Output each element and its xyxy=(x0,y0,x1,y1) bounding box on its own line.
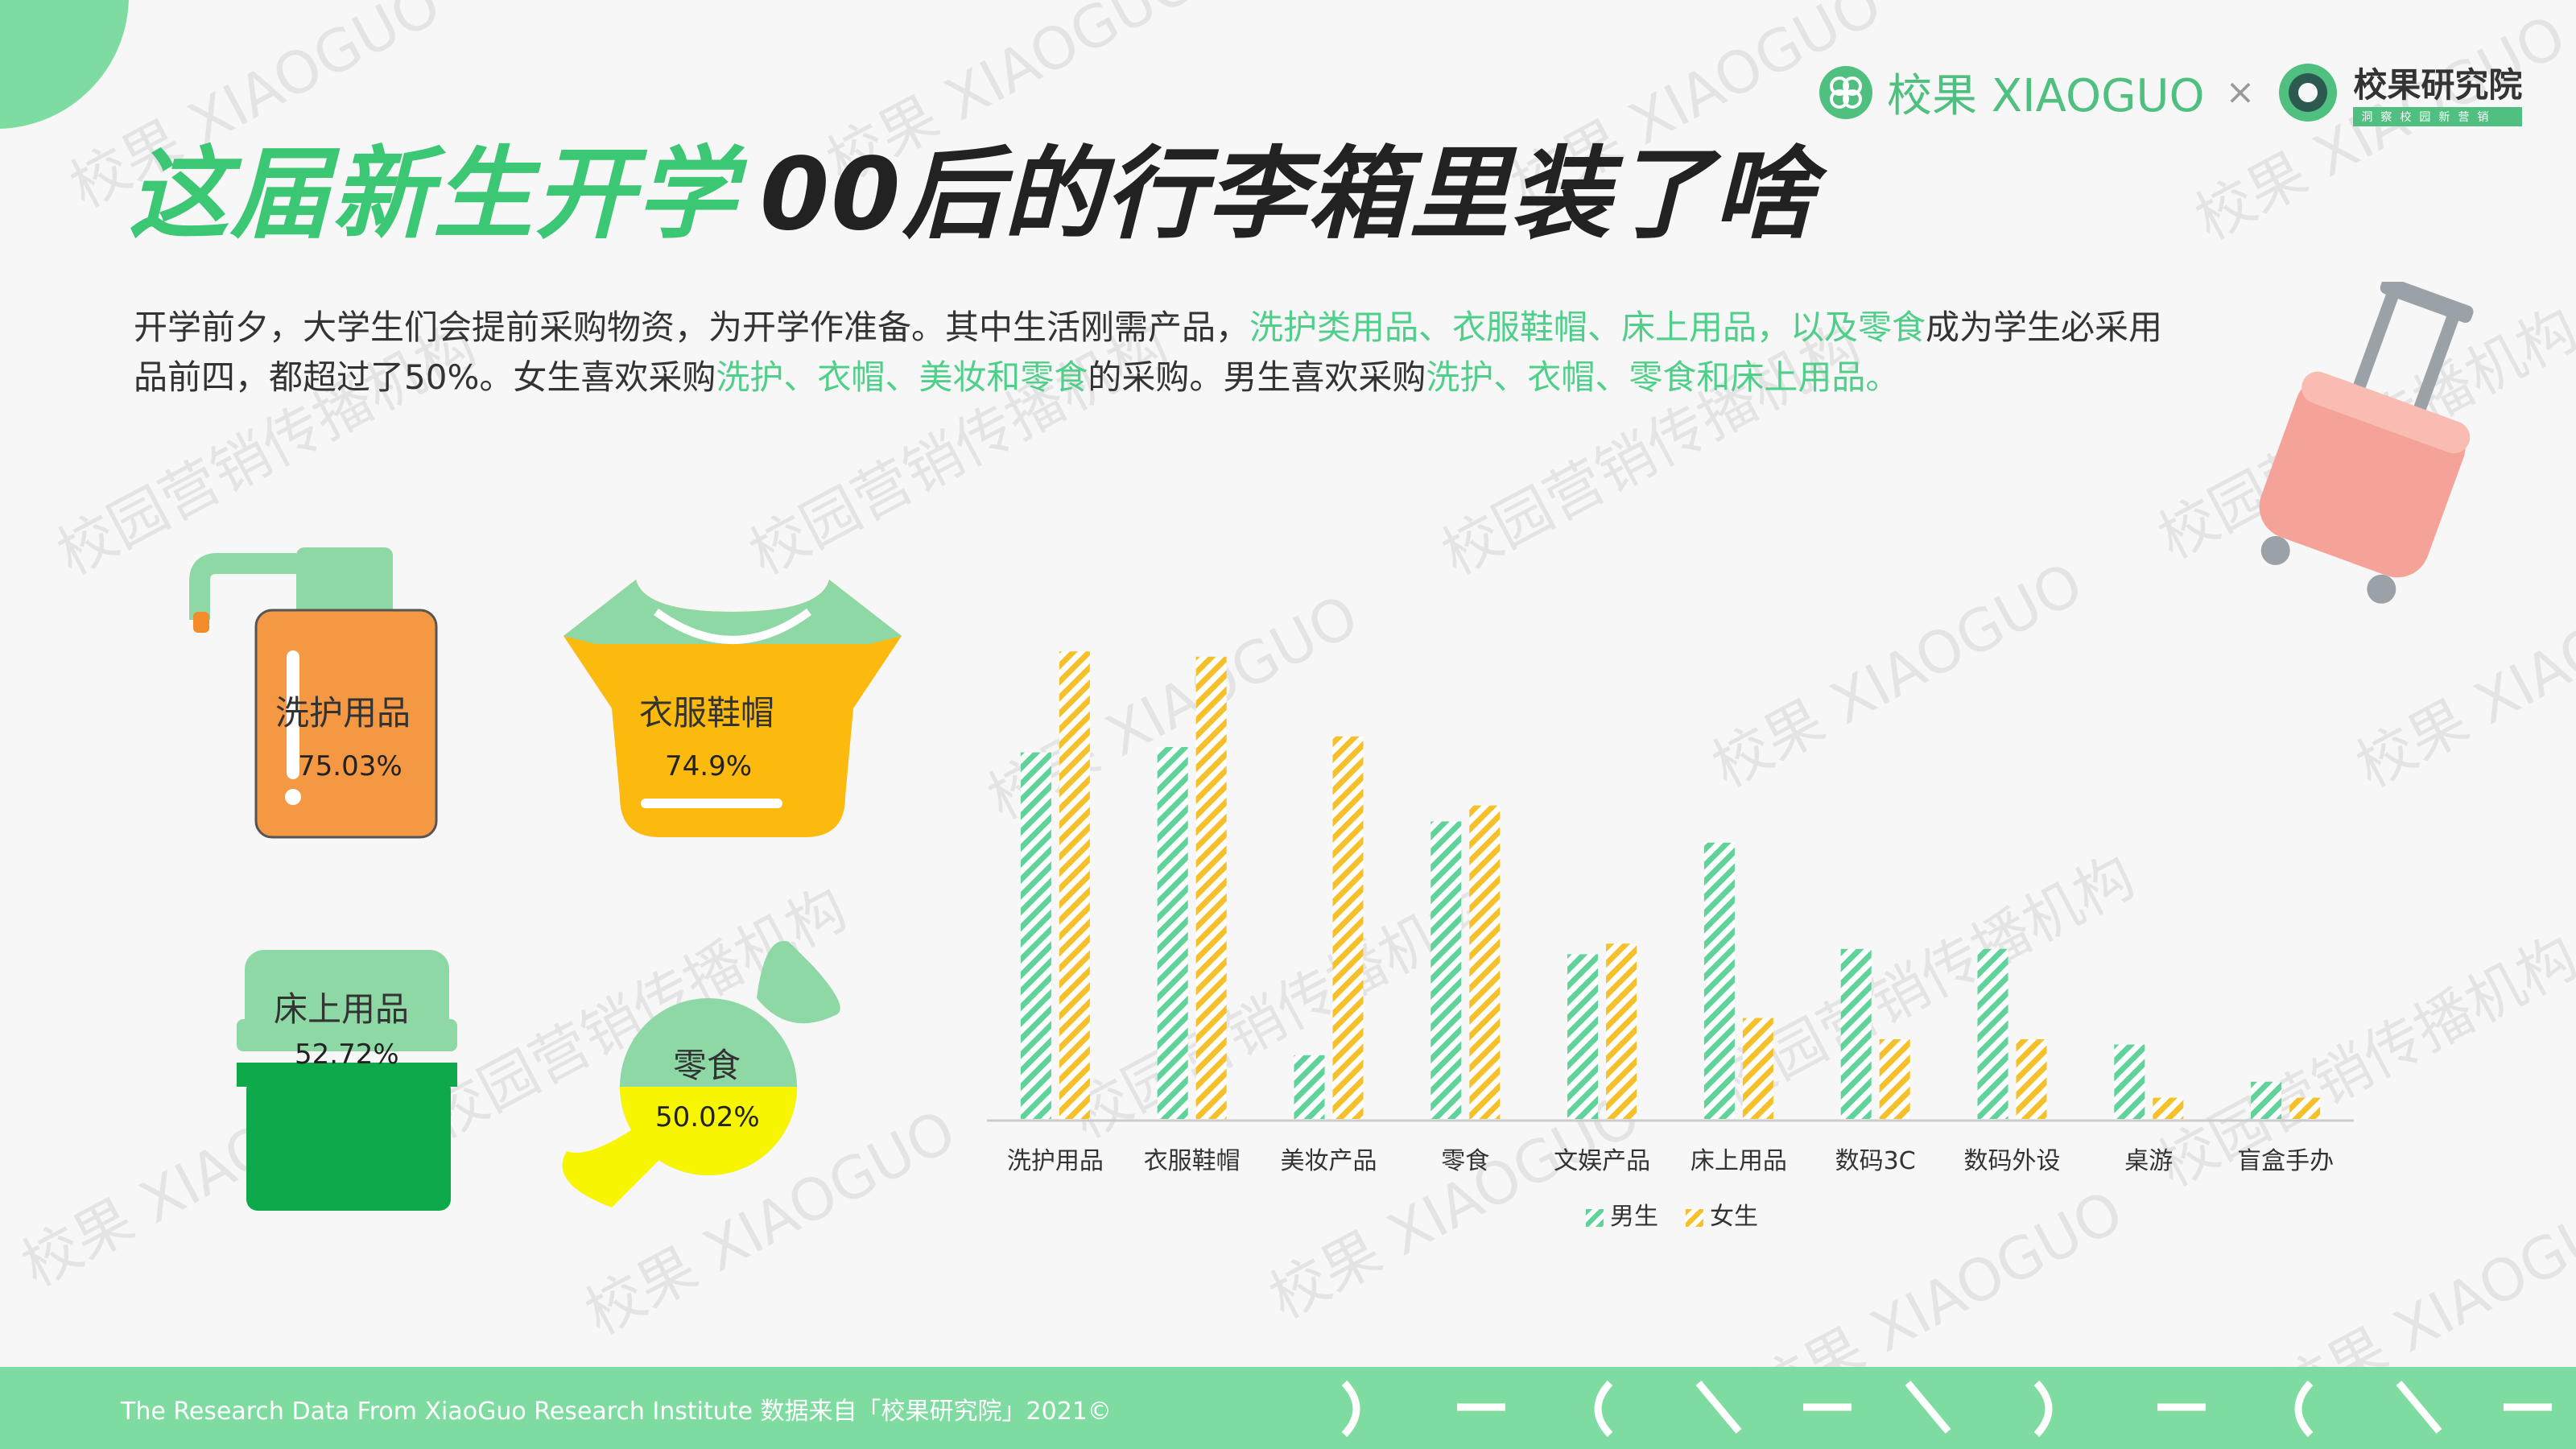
bar-male-9 xyxy=(2251,1081,2282,1119)
x-tick-label: 盲盒手办 xyxy=(2237,1147,2334,1175)
x-tick-label: 数码外设 xyxy=(1964,1147,2061,1175)
x-axis-labels: 洗护用品 衣服鞋帽 美妆产品 零食 文娱产品 床上用品 数码3C 数码外设 桌游 盲盒手办 xyxy=(1007,1147,2334,1175)
bar-male-2 xyxy=(1294,1055,1325,1119)
bar-female-7 xyxy=(2016,1039,2047,1119)
chart-legend: 男生 女生 xyxy=(1586,1196,1758,1232)
bar-male-0 xyxy=(1020,752,1051,1119)
deco-slash xyxy=(1695,1381,1742,1434)
x-tick-label: 数码3C xyxy=(1835,1147,1916,1175)
stat-label: 床上用品 xyxy=(274,989,410,1029)
footer-text: The Research Data From XiaoGuo Research … xyxy=(121,1397,1112,1426)
bar-female-6 xyxy=(1879,1039,1910,1119)
pump-bottle-icon xyxy=(189,547,438,839)
x-tick-label: 洗护用品 xyxy=(1007,1147,1104,1175)
footer-bar: The Research Data From XiaoGuo Research … xyxy=(0,1367,2576,1449)
x-tick-label: 床上用品 xyxy=(1690,1147,1787,1175)
stat-value: 52.72% xyxy=(295,1038,399,1071)
legend-swatch xyxy=(1586,1208,1604,1227)
stat-value: 74.9% xyxy=(665,750,753,782)
bar-male-8 xyxy=(2114,1044,2145,1119)
intro-text: 成为学生必采用品前四，都超过了50%。女生喜欢采购 xyxy=(134,308,2163,397)
intro-text: 开学前夕，大学生们会提前采购物资，为开学作准备。其中生活刚需产品， xyxy=(134,308,1250,347)
bar-female-3 xyxy=(1469,805,1501,1119)
brand-institute-name: 校果研究院 xyxy=(2353,65,2523,105)
x-tick-label: 桌游 xyxy=(2124,1147,2173,1175)
bar-female-5 xyxy=(1742,1018,1773,1119)
bar-male-4 xyxy=(1567,954,1599,1119)
stat-label: 洗护用品 xyxy=(275,693,411,733)
candy-icon xyxy=(562,940,840,1208)
brand-xiaoguo: 校果 XIAOGUO xyxy=(1887,70,2205,122)
x-tick-label: 衣服鞋帽 xyxy=(1144,1147,1241,1175)
intro-highlight: 洗护、衣帽、零食和床上用品。 xyxy=(1426,357,1900,397)
x-tick-label: 零食 xyxy=(1441,1147,1489,1175)
stat-value: 50.02% xyxy=(655,1101,760,1133)
x-tick-label: 美妆产品 xyxy=(1281,1147,1377,1175)
intro-paragraph: 开学前夕，大学生们会提前采购物资，为开学作准备。其中生活刚需产品，洗护类用品、衣… xyxy=(134,303,2194,402)
deco-arc xyxy=(2294,1380,2314,1438)
intro-highlight: 洗护、衣帽、美妆和零食 xyxy=(716,357,1088,397)
deco-slash xyxy=(2396,1381,2442,1434)
suitcase-icon xyxy=(2259,282,2474,604)
bar-female-9 xyxy=(2289,1097,2321,1119)
xiaoguo-logo-icon xyxy=(1819,65,1872,119)
bar-male-3 xyxy=(1430,821,1462,1119)
stat-value: 75.03% xyxy=(298,750,402,782)
bar-female-1 xyxy=(1195,656,1227,1119)
bar-male-1 xyxy=(1157,747,1188,1119)
bar-group xyxy=(1020,651,2321,1119)
legend-item-male: 男生 xyxy=(1586,1196,1658,1232)
bar-female-2 xyxy=(1332,736,1364,1119)
brand-institute-sub: 洞察校园新营销 xyxy=(2353,107,2523,126)
legend-label: 女生 xyxy=(1710,1203,1758,1231)
brand-bar: 校果 XIAOGUO × 校果研究院 洞察校园新营销 xyxy=(1818,58,2523,126)
stat-label: 衣服鞋帽 xyxy=(639,693,775,733)
legend-swatch xyxy=(1686,1208,1703,1227)
legend-label: 男生 xyxy=(1610,1203,1658,1231)
brand-institute: 校果研究院 洞察校园新营销 xyxy=(2353,58,2523,126)
page-title: 这届新生开学 00后的行李箱里装了啥 xyxy=(129,113,1815,258)
stat-label: 零食 xyxy=(673,1046,741,1085)
deco-arc xyxy=(1594,1380,1613,1438)
intro-text: 的采购。男生喜欢采购 xyxy=(1088,357,1426,397)
title-highlight: 这届新生开学 xyxy=(129,137,738,253)
institute-logo-icon xyxy=(2279,63,2338,122)
bar-female-4 xyxy=(1606,943,1637,1119)
legend-item-female: 女生 xyxy=(1686,1196,1758,1232)
tshirt-icon xyxy=(564,580,902,837)
deco-arc xyxy=(1341,1380,1360,1438)
bedding-icon xyxy=(237,950,457,1211)
bar-female-0 xyxy=(1059,651,1090,1119)
bar-male-5 xyxy=(1703,842,1735,1119)
footer-decorations xyxy=(1341,1380,2552,1438)
deco-arc xyxy=(2033,1380,2053,1438)
deco-slash xyxy=(1905,1381,1951,1434)
x-tick-label: 文娱产品 xyxy=(1554,1147,1650,1175)
bar-female-8 xyxy=(2153,1097,2184,1119)
bar-male-6 xyxy=(1840,948,1872,1119)
brand-separator: × xyxy=(2225,72,2256,113)
bar-male-7 xyxy=(1977,948,2008,1119)
intro-highlight: 洗护类用品、衣服鞋帽、床上用品，以及零食 xyxy=(1249,308,1926,347)
title-main: 00后的行李箱里装了啥 xyxy=(760,137,1815,253)
